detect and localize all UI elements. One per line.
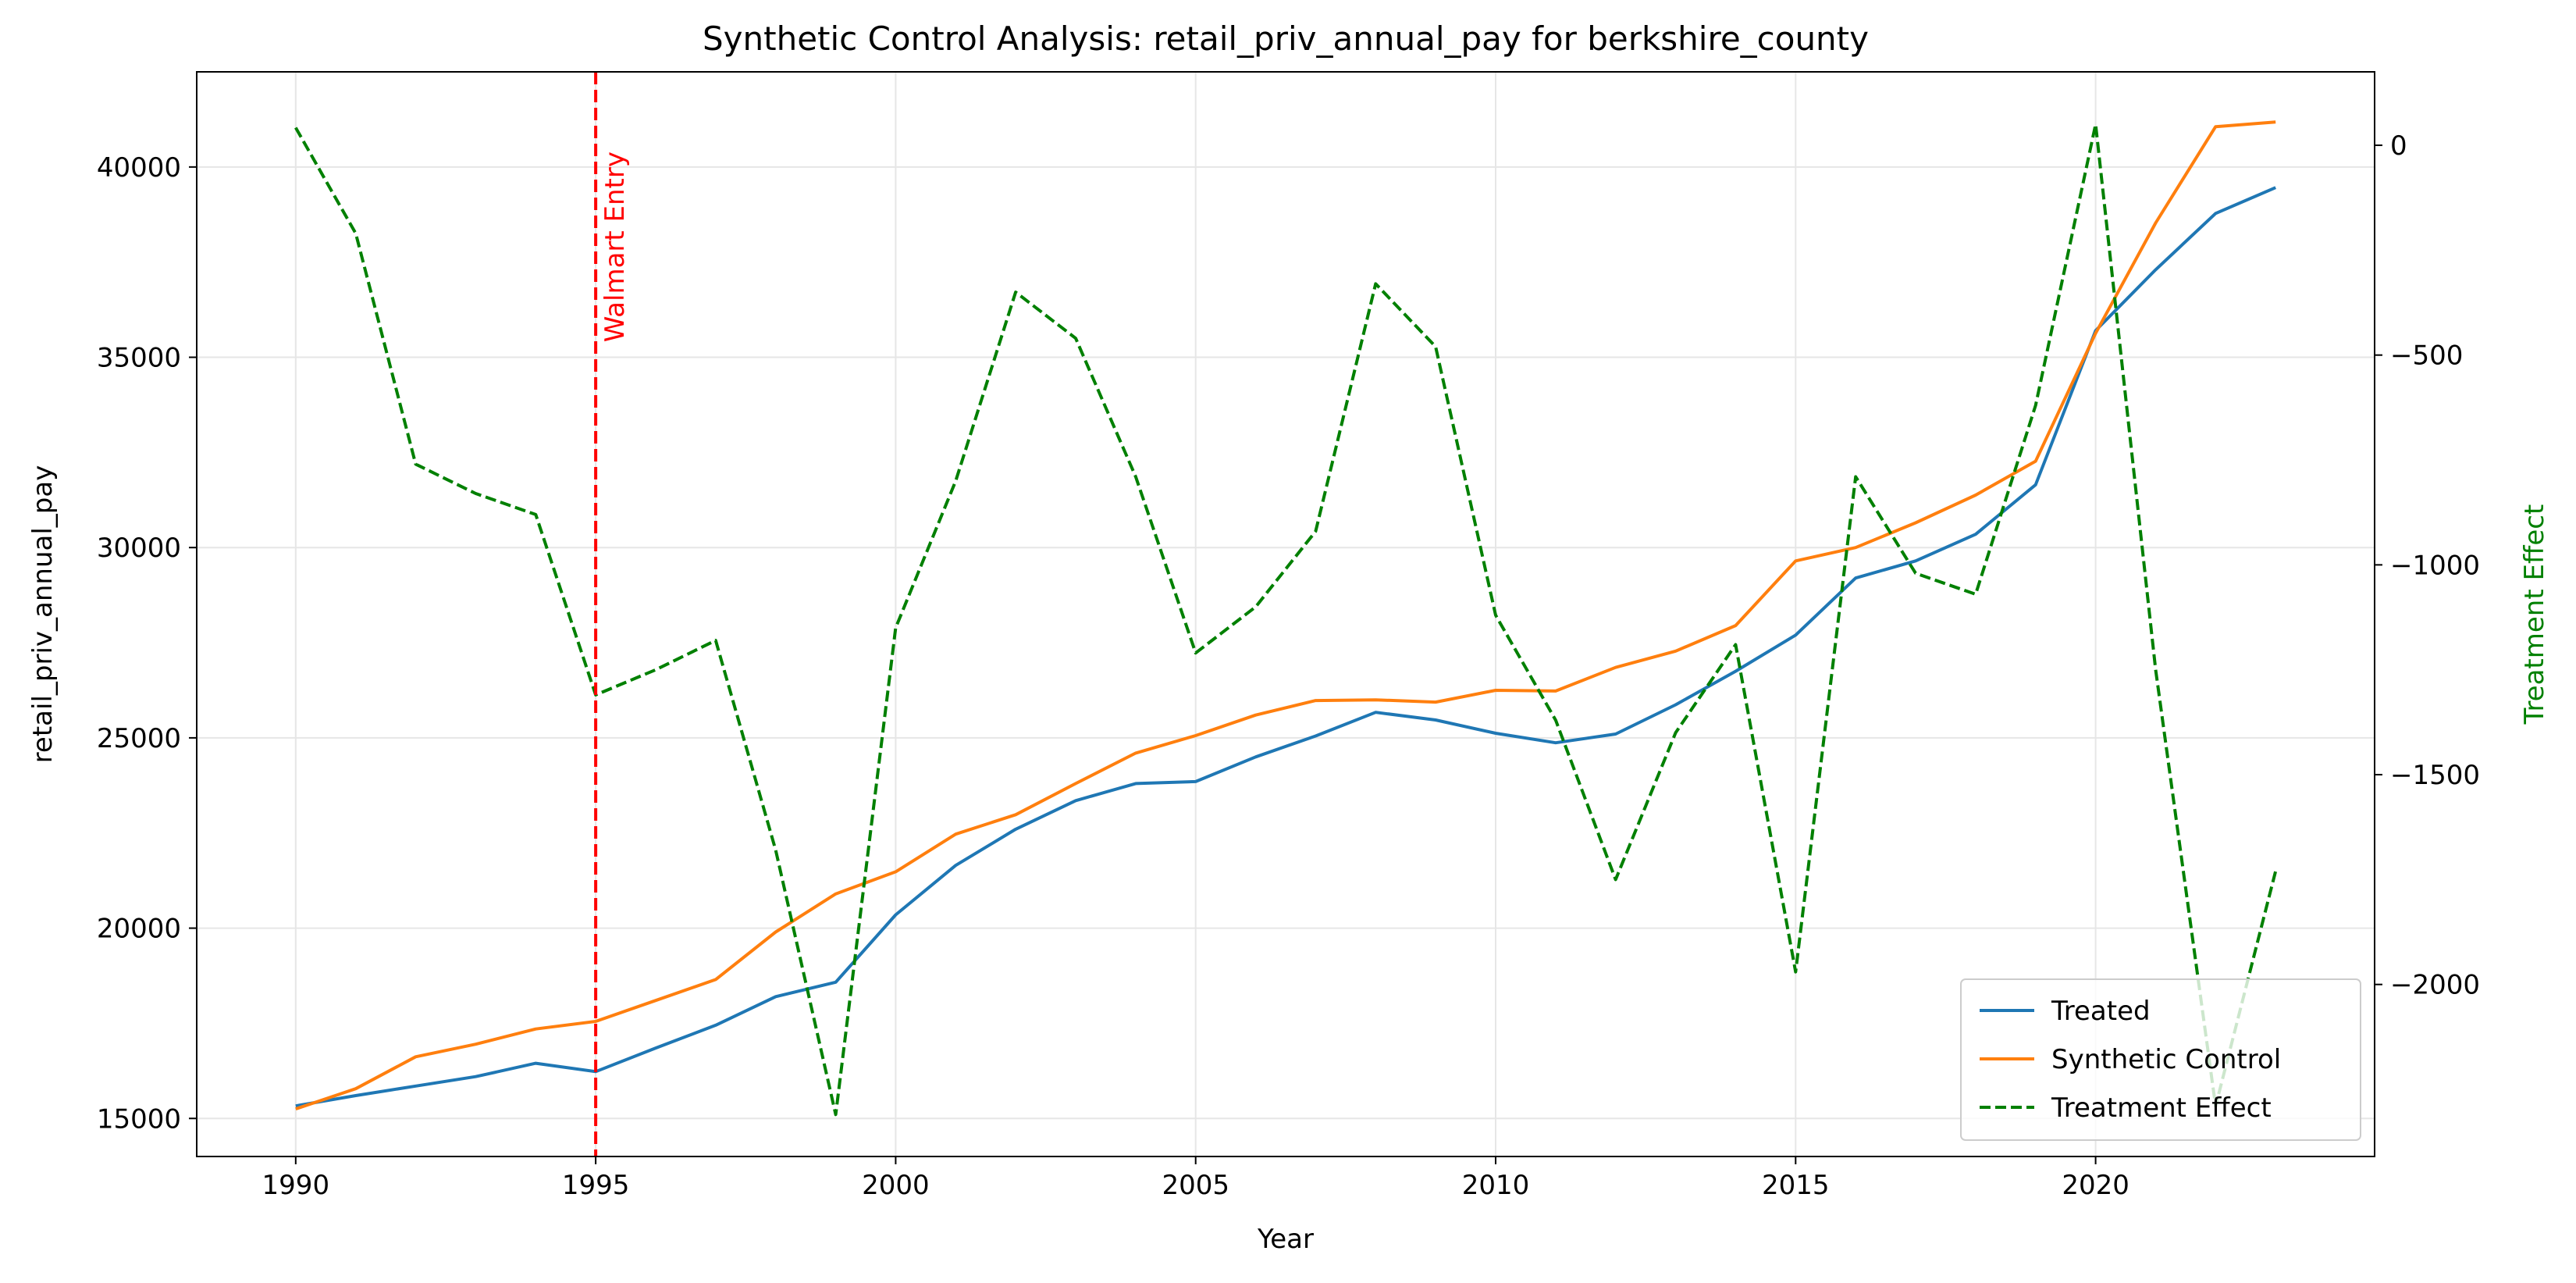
y2-tick-label--1500: −1500 (2390, 760, 2480, 791)
legend-label-1: Synthetic Control (2051, 1044, 2281, 1075)
x-tick-label-2005: 2005 (1162, 1170, 1229, 1201)
x-tick-label-1995: 1995 (562, 1170, 630, 1201)
legend-box (1960, 978, 2361, 1141)
grid-lines (197, 72, 2375, 1156)
y2-tick-label--500: −500 (2390, 340, 2463, 372)
y-tick-label-30000: 30000 (97, 533, 181, 564)
y2-axis-ticks: 0 −500 −1000 −1500 −2000 (2375, 130, 2480, 1001)
y2-tick-label--2000: −2000 (2390, 970, 2480, 1001)
series-line-1 (295, 120, 2276, 1110)
walmart-entry-label: Walmart Entry (600, 151, 631, 342)
series-lines (294, 120, 2278, 1117)
y2-tick-label--1000: −1000 (2390, 550, 2480, 581)
series-line-2 (294, 123, 2278, 1117)
x-tick-label-2020: 2020 (2062, 1170, 2129, 1201)
y-tick-label-40000: 40000 (97, 152, 181, 184)
plot-frame (196, 71, 2375, 1157)
y-tick-label-35000: 35000 (97, 343, 181, 374)
x-axis-ticks: 1990 1995 2000 2005 2010 2015 2020 (262, 1156, 2129, 1201)
y-tick-label-20000: 20000 (97, 914, 181, 945)
legend-label-0: Treated (2051, 996, 2151, 1027)
chart-title: Synthetic Control Analysis: retail_priv_… (703, 20, 1869, 58)
y2-axis-label: Treatment Effect (2519, 504, 2550, 725)
y2-tick-label-0: 0 (2390, 130, 2407, 162)
x-axis-label: Year (1257, 1224, 1314, 1255)
legend-label-2: Treatment Effect (2051, 1092, 2272, 1124)
x-tick-label-1990: 1990 (262, 1170, 330, 1201)
annotation: Walmart Entry (594, 72, 631, 1156)
legend: Treated Synthetic Control Treatment Effect (1960, 978, 2361, 1141)
y-axis-label: retail_priv_annual_pay (27, 465, 59, 764)
x-tick-label-2010: 2010 (1462, 1170, 1530, 1201)
series-line-0 (295, 186, 2276, 1108)
y-tick-label-25000: 25000 (97, 723, 181, 754)
x-tick-label-2015: 2015 (1762, 1170, 1830, 1201)
y-tick-label-15000: 15000 (97, 1103, 181, 1135)
x-tick-label-2000: 2000 (862, 1170, 930, 1201)
y-axis-ticks: 15000 20000 25000 30000 35000 40000 (97, 152, 197, 1135)
